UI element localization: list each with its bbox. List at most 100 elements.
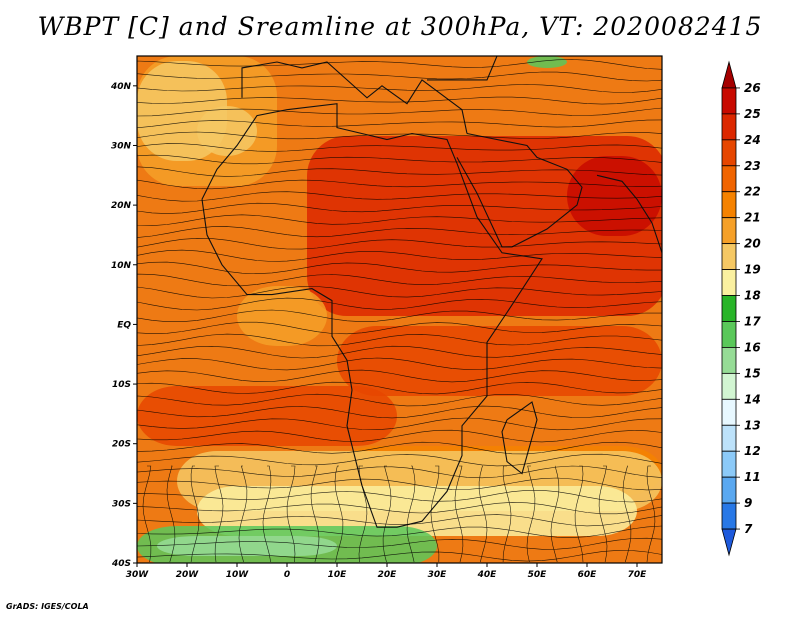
- streamline: [238, 465, 248, 563]
- colorbar-segment: [721, 191, 737, 219]
- streamline: [137, 369, 662, 383]
- streamline: [137, 333, 662, 347]
- lat-tick-label: EQ: [117, 320, 131, 330]
- streamline: [137, 286, 662, 299]
- field-patch: [337, 326, 662, 396]
- streamline: [137, 405, 662, 419]
- lat-tick-label: 30S: [112, 499, 131, 509]
- streamline: [478, 465, 488, 563]
- coastline: [241, 61, 468, 134]
- colorbar-label: 9: [744, 496, 752, 510]
- lon-tick-label: 40E: [477, 570, 498, 580]
- colorbar-label: 23: [744, 159, 761, 173]
- lon-tick-label: 10E: [328, 570, 348, 580]
- streamline: [137, 465, 662, 479]
- streamline: [137, 477, 662, 491]
- colorbar-segment: [721, 372, 737, 400]
- streamline: [137, 71, 662, 82]
- streamline: [137, 273, 662, 287]
- streamline: [137, 550, 662, 562]
- lon-tick-label: 50E: [528, 570, 548, 580]
- streamline: [622, 465, 632, 563]
- field-patch: [527, 56, 567, 68]
- colorbar-label: 26: [744, 81, 761, 95]
- streamline: [137, 429, 662, 443]
- colorbar-segment: [721, 295, 737, 322]
- colorbar-label: 18: [744, 289, 761, 303]
- colorbar-segment: [721, 424, 737, 452]
- colorbar-segment: [721, 87, 737, 115]
- colorbar-segment: [721, 243, 737, 270]
- streamline: [137, 154, 662, 165]
- streamline: [137, 249, 662, 262]
- streamline: [137, 525, 662, 538]
- streamline: [214, 465, 224, 563]
- chart-title: WBPT [C] and Sreamline at 300hPa, VT: 20…: [37, 12, 763, 41]
- streamline: [137, 502, 662, 515]
- streamline: [137, 84, 662, 93]
- streamline: [137, 214, 662, 227]
- coastline: [427, 56, 498, 81]
- streamline: [310, 465, 320, 563]
- colorbar-label: 7: [744, 522, 753, 536]
- lon-tick-label: 30E: [428, 570, 448, 580]
- field-patch: [157, 536, 337, 556]
- streamline: [137, 537, 662, 550]
- streamline: [137, 261, 662, 275]
- streamline: [137, 490, 662, 503]
- colorbar-label: 12: [744, 444, 761, 458]
- streamline: [190, 465, 200, 563]
- coastline: [596, 174, 662, 253]
- streamline: [574, 465, 584, 563]
- streamline: [137, 131, 662, 140]
- map-figure: 30W 20W 10W 0 10E 20E 30E 40E 50E 60E 70E 40N 30N 20…: [110, 55, 761, 580]
- field-patch: [567, 156, 662, 236]
- streamline: [334, 465, 344, 563]
- lat-tick-label: 10S: [112, 380, 131, 390]
- streamline: [286, 465, 296, 563]
- lat-tick-label: 10N: [111, 261, 132, 271]
- coastline: [201, 103, 543, 528]
- streamline: [598, 465, 608, 563]
- lon-tick-label: 30W: [126, 570, 150, 580]
- streamline: [137, 381, 662, 395]
- colorbar-segment: [721, 139, 737, 167]
- lon-tick-label: 0: [284, 570, 290, 580]
- streamline: [137, 417, 662, 431]
- streamline: [137, 441, 662, 455]
- streamline: [137, 202, 662, 214]
- colorbar-label: 15: [744, 366, 761, 380]
- streamline: [550, 465, 560, 563]
- field-patch: [197, 486, 637, 536]
- coastlines: [201, 56, 662, 528]
- colorbar-label: 19: [744, 263, 761, 277]
- streamline: [137, 166, 662, 177]
- streamline: [430, 465, 440, 563]
- colorbar-segment: [721, 398, 737, 426]
- streamline: [137, 179, 662, 190]
- lon-tick-label: 70E: [628, 570, 648, 580]
- colorbar-segment: [721, 165, 737, 193]
- streamline: [137, 321, 662, 335]
- colorbar-label: 17: [744, 314, 761, 328]
- colorbar-label: 16: [744, 340, 761, 354]
- colorbar-label: 25: [744, 107, 761, 121]
- streamline: [137, 237, 662, 250]
- streamline: [358, 465, 368, 563]
- streamline: [137, 191, 662, 202]
- coastline: [501, 401, 538, 475]
- streamline: [166, 465, 176, 563]
- colorbar-segment: [721, 476, 737, 504]
- colorbar-segment: [721, 269, 737, 296]
- lat-tick-label: 40S: [111, 559, 131, 569]
- longitude-axis: 30W 20W 10W 0 10E 20E 30E 40E 50E 60E 70E: [126, 563, 647, 580]
- streamline: [137, 309, 662, 323]
- grads-credit: GrADS: IGES/COLA: [6, 602, 89, 611]
- streamline: [646, 465, 656, 563]
- lon-tick-label: 20E: [378, 570, 398, 580]
- colorbar-label: 21: [744, 211, 761, 225]
- streamline: [137, 297, 662, 311]
- colorbar-segment: [721, 113, 737, 141]
- streamline: [142, 465, 152, 563]
- streamline: [137, 345, 662, 359]
